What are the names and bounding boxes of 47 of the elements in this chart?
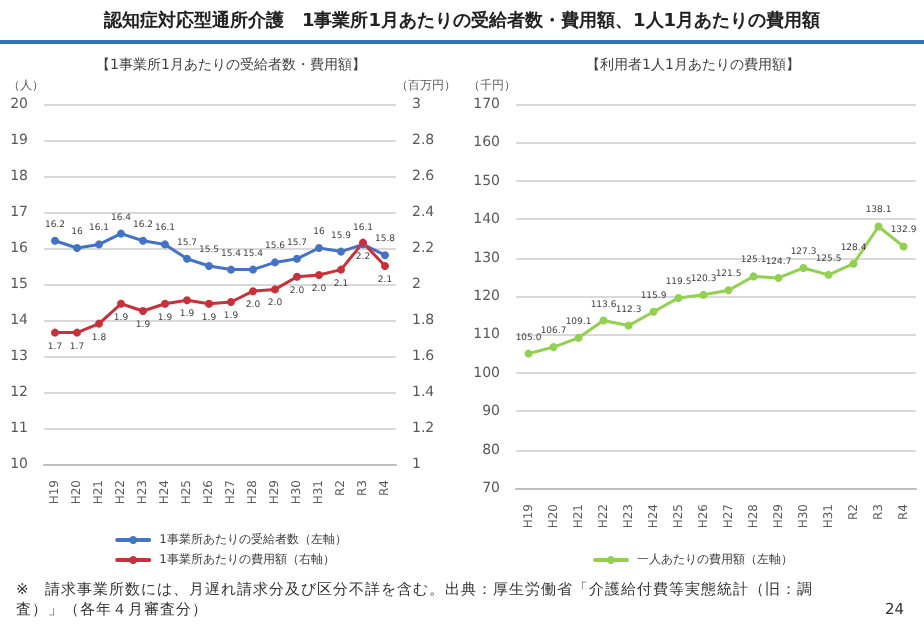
point <box>271 285 279 294</box>
point <box>205 262 213 270</box>
point <box>227 298 235 306</box>
point <box>381 262 389 270</box>
point <box>161 240 169 249</box>
point <box>774 273 783 282</box>
point <box>849 259 858 268</box>
point <box>315 271 323 279</box>
point <box>524 349 533 358</box>
point <box>874 222 883 231</box>
point <box>95 319 103 328</box>
point <box>674 293 683 302</box>
point <box>699 290 708 299</box>
point <box>117 229 125 238</box>
point <box>183 296 191 305</box>
point <box>599 316 608 325</box>
point <box>315 244 323 252</box>
point <box>824 270 833 279</box>
point <box>117 299 125 308</box>
point <box>51 236 59 245</box>
point <box>624 321 633 330</box>
point <box>899 242 908 251</box>
point <box>749 272 758 281</box>
point <box>337 247 345 256</box>
point <box>724 286 733 295</box>
point <box>293 254 301 263</box>
point <box>73 328 81 337</box>
point <box>249 265 257 274</box>
point <box>183 254 191 263</box>
point <box>271 258 279 267</box>
point <box>549 343 558 352</box>
point <box>205 299 213 308</box>
text: 認知症対応型通所介護 1事業所1月あたりの受給者数・費用額、1人1月あたりの費用額 <box>0 8 924 44</box>
point <box>381 251 389 260</box>
point <box>95 240 103 249</box>
point <box>574 333 583 342</box>
point <box>293 272 301 281</box>
point <box>73 244 81 252</box>
point <box>649 307 658 316</box>
point <box>139 307 147 315</box>
point <box>337 265 345 274</box>
point <box>249 287 257 296</box>
point <box>227 265 235 274</box>
point <box>51 328 59 337</box>
point <box>161 299 169 308</box>
point <box>799 263 808 272</box>
point <box>139 236 147 245</box>
